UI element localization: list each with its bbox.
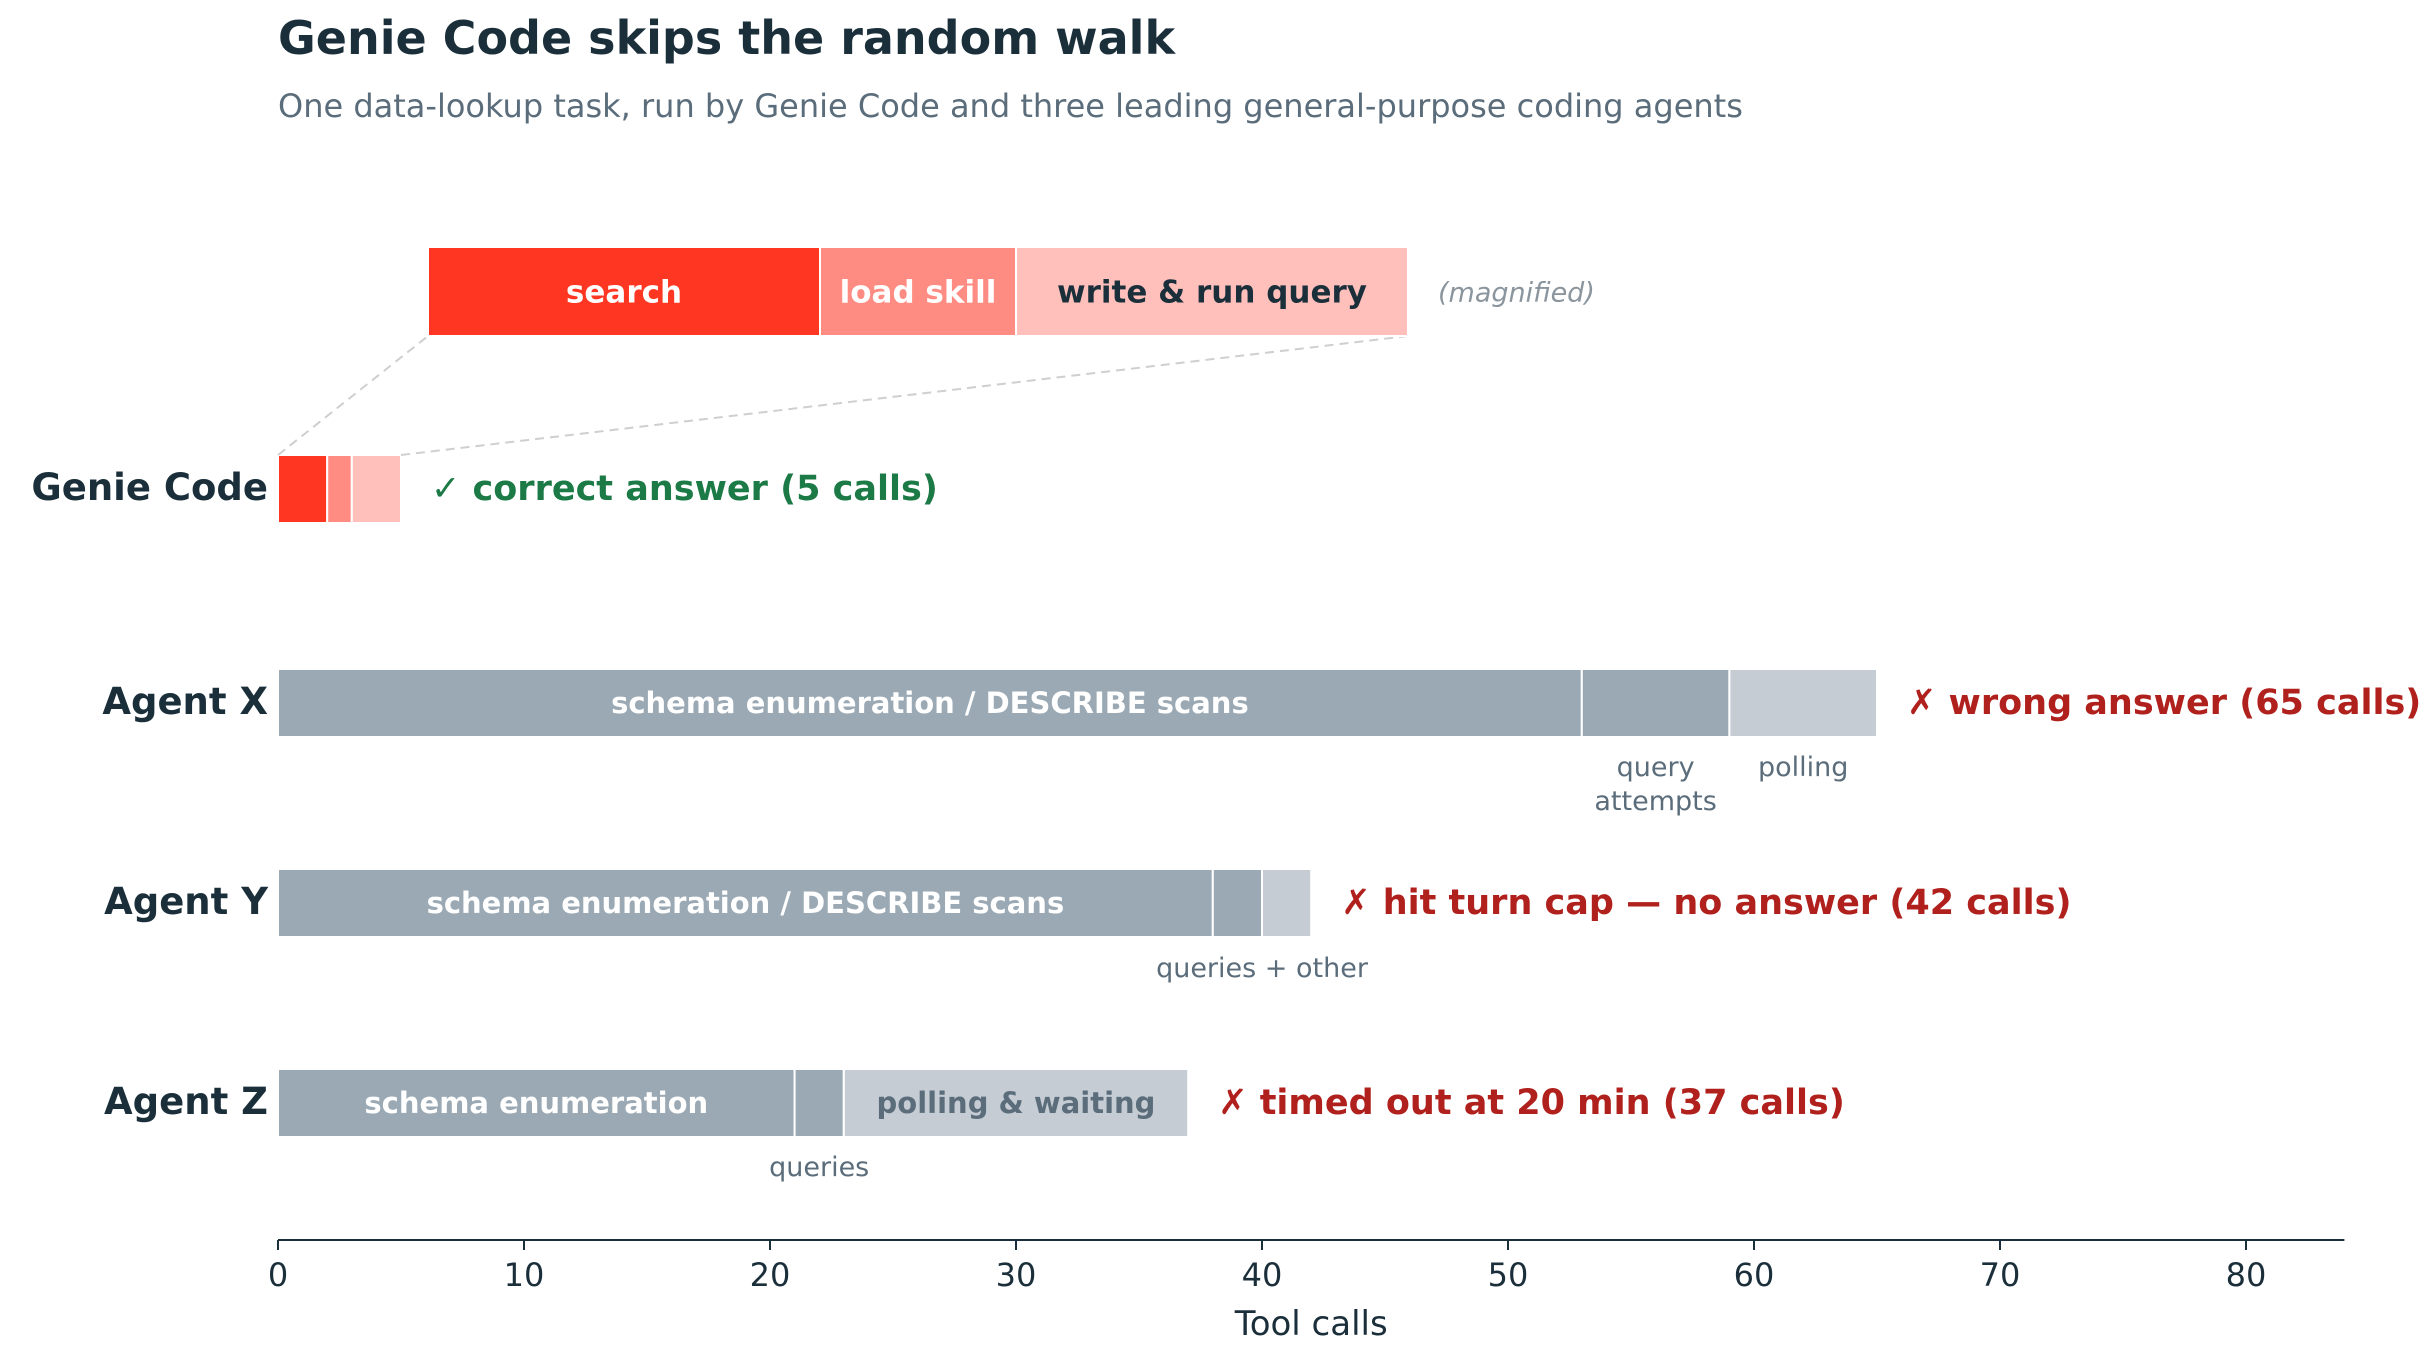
bar-segment-agent-x-3 xyxy=(1728,668,1879,738)
outcome-agent-x: ✗ wrong answer (65 calls) xyxy=(1907,683,2421,723)
inset-label-search: search xyxy=(566,275,682,311)
x-axis-label: Tool calls xyxy=(1234,1304,1388,1344)
outcome-agent-y: ✗ hit turn cap — no answer (42 calls) xyxy=(1341,883,2071,923)
inset-label-load-skill: load skill xyxy=(840,275,997,311)
bar-segment-genie-code-3 xyxy=(350,454,402,524)
row-label-agent-x: Agent X xyxy=(102,680,268,723)
bar-label-agent-z-1: schema enumeration xyxy=(364,1086,708,1120)
bar-segment-agent-z-1 xyxy=(277,1068,796,1138)
bar-segment-agent-z-3 xyxy=(842,1068,1190,1138)
row-label-agent-z: Agent Z xyxy=(104,1080,268,1123)
inset-segment-load-skill xyxy=(819,246,1017,337)
row-label-genie-code: Genie Code xyxy=(31,466,268,509)
x-tick-label-0: 0 xyxy=(268,1256,288,1294)
x-tick-label-70: 70 xyxy=(1980,1256,2021,1294)
x-tick-label-10: 10 xyxy=(504,1256,545,1294)
x-tick-label-40: 40 xyxy=(1242,1256,1283,1294)
bar-segment-agent-y-2 xyxy=(1211,868,1264,938)
outcome-genie-code: ✓ correct answer (5 calls) xyxy=(431,469,938,509)
x-tick-label-20: 20 xyxy=(750,1256,791,1294)
magnified-note: (magnified) xyxy=(1438,278,1595,309)
below-label-agent-x-3: polling xyxy=(1758,752,1848,783)
magnify-guide-left xyxy=(277,335,429,456)
bar-segment-agent-x-2 xyxy=(1580,668,1731,738)
x-tick-label-60: 60 xyxy=(1734,1256,1775,1294)
chart-title: Genie Code skips the random walk xyxy=(278,11,1176,65)
bar-segment-agent-y-3 xyxy=(1261,868,1313,938)
bar-segment-genie-code-1 xyxy=(277,454,329,524)
chart-subtitle: One data-lookup task, run by Genie Code … xyxy=(278,87,1743,125)
bar-segment-agent-x-1 xyxy=(277,668,1583,738)
inset-segment-write-run-query xyxy=(1015,246,1409,337)
below-label-agent-y: queries + other xyxy=(1156,953,1369,984)
inset-segment-search xyxy=(427,246,821,337)
bar-label-agent-x-1: schema enumeration / DESCRIBE scans xyxy=(611,686,1249,720)
x-tick-label-30: 30 xyxy=(996,1256,1037,1294)
x-tick-label-50: 50 xyxy=(1488,1256,1529,1294)
bar-segment-agent-z-2 xyxy=(793,1068,845,1138)
magnify-guide-right xyxy=(400,335,1409,456)
below-label-agent-z-2: queries xyxy=(769,1152,869,1183)
plot-area: Genie Code ✓ correct answer (5 calls) Agen… xyxy=(31,246,2421,1344)
outcome-agent-z: ✗ timed out at 20 min (37 calls) xyxy=(1218,1083,1845,1123)
bar-segment-agent-y-1 xyxy=(277,868,1214,938)
bar-segment-genie-code-2 xyxy=(326,454,353,524)
below-label-agent-x-2-line2: attempts xyxy=(1594,786,1716,817)
below-label-agent-x-2-line1: query xyxy=(1617,752,1695,783)
bar-label-agent-y-1: schema enumeration / DESCRIBE scans xyxy=(427,886,1065,920)
inset-label-write-run-query: write & run query xyxy=(1057,275,1367,311)
x-tick-label-80: 80 xyxy=(2226,1256,2267,1294)
bar-label-agent-z-3: polling & waiting xyxy=(877,1086,1156,1120)
row-label-agent-y: Agent Y xyxy=(104,880,269,923)
